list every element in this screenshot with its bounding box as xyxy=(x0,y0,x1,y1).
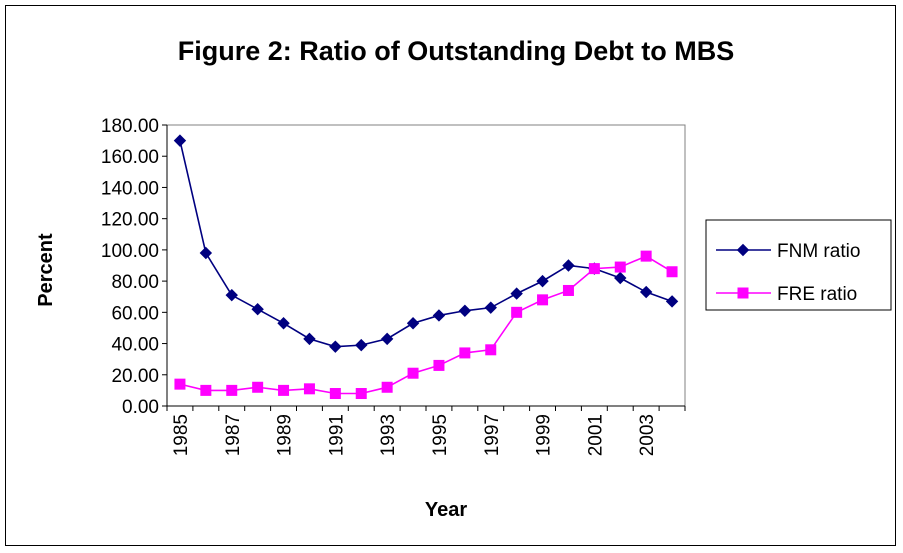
legend-marker-fre-ratio xyxy=(737,287,749,299)
data-point-fnm-ratio xyxy=(510,287,523,300)
x-tick-label: 1991 xyxy=(326,414,347,456)
x-tick-label: 1985 xyxy=(171,414,192,456)
series-fnm-ratio xyxy=(173,134,679,353)
plot-area xyxy=(166,124,686,407)
data-point-fnm-ratio xyxy=(303,332,316,346)
y-tick-label: 180.00 xyxy=(101,116,159,137)
data-point-fre-ratio xyxy=(226,384,238,396)
data-point-fnm-ratio xyxy=(484,301,497,314)
chart-title: Figure 2: Ratio of Outstanding Debt to M… xyxy=(178,36,734,66)
x-tick-label: 1999 xyxy=(534,414,555,456)
y-tick-label: 0.00 xyxy=(122,397,159,418)
data-point-fre-ratio xyxy=(278,384,290,396)
data-point-fre-ratio xyxy=(459,347,471,359)
data-point-fnm-ratio xyxy=(536,274,549,288)
data-point-fnm-ratio xyxy=(432,309,446,322)
x-tick-label: 2001 xyxy=(585,414,606,456)
data-point-fre-ratio xyxy=(666,266,678,278)
x-tick-label: 1993 xyxy=(378,414,399,456)
data-point-fnm-ratio xyxy=(251,303,264,316)
y-axis: 0.00 20.00 40.00 60.00 80.00 100.00 120.00 140.… xyxy=(101,116,168,418)
x-tick-label: 1995 xyxy=(430,414,451,456)
chart-svg: Figure 2: Ratio of Outstanding Debt to M… xyxy=(35,36,892,521)
series-fre-ratio xyxy=(174,250,678,400)
data-point-fnm-ratio xyxy=(355,338,368,352)
data-point-fnm-ratio xyxy=(380,332,394,346)
data-point-fre-ratio xyxy=(200,384,212,396)
y-axis-label: Percent xyxy=(35,233,57,307)
series-line-fre-ratio xyxy=(179,255,673,395)
y-tick-label: 60.00 xyxy=(111,303,159,324)
chart-frame: Figure 2: Ratio of Outstanding Debt to M… xyxy=(5,5,896,546)
x-tick-label: 1987 xyxy=(223,414,244,456)
series-layer xyxy=(173,134,679,400)
data-point-fre-ratio xyxy=(381,381,393,393)
data-point-fre-ratio xyxy=(355,388,367,400)
data-point-fnm-ratio xyxy=(225,288,238,302)
data-point-fnm-ratio xyxy=(562,259,575,272)
data-point-fnm-ratio xyxy=(277,317,290,330)
data-point-fre-ratio xyxy=(407,367,419,379)
y-tick-label: 120.00 xyxy=(101,210,159,231)
y-tick-label: 80.00 xyxy=(111,272,159,293)
data-point-fnm-ratio xyxy=(173,134,187,147)
data-point-fnm-ratio xyxy=(458,304,472,317)
data-point-fre-ratio xyxy=(640,250,652,262)
x-tick-label: 1989 xyxy=(275,414,296,456)
x-tick-label: 2003 xyxy=(637,414,658,456)
y-tick-label: 140.00 xyxy=(101,178,159,199)
y-tick-label: 20.00 xyxy=(111,366,159,387)
data-point-fre-ratio xyxy=(174,378,186,390)
data-point-fnm-ratio xyxy=(614,271,627,285)
data-point-fre-ratio xyxy=(562,284,574,296)
y-tick-label: 40.00 xyxy=(111,335,159,356)
legend-label-fnm-ratio: FNM ratio xyxy=(777,241,860,262)
legend-label-fre-ratio: FRE ratio xyxy=(777,284,857,305)
data-point-fre-ratio xyxy=(252,381,264,393)
legend-box xyxy=(705,219,892,311)
data-point-fre-ratio xyxy=(537,294,549,306)
data-point-fre-ratio xyxy=(485,344,497,356)
data-point-fre-ratio xyxy=(329,388,341,400)
data-point-fnm-ratio xyxy=(199,246,213,260)
x-tick-label: 1997 xyxy=(482,414,503,456)
legend: FNM ratio FRE ratio xyxy=(705,219,892,311)
y-tick-label: 100.00 xyxy=(101,241,159,262)
series-line-fnm-ratio xyxy=(179,140,673,348)
data-point-fnm-ratio xyxy=(406,317,420,330)
legend-marker-fnm-ratio xyxy=(736,243,750,257)
data-point-fnm-ratio xyxy=(665,295,679,308)
data-point-fre-ratio xyxy=(614,261,626,273)
x-axis-label: Year xyxy=(425,499,467,521)
data-point-fnm-ratio xyxy=(329,340,342,353)
data-point-fnm-ratio xyxy=(639,285,653,299)
x-axis: 1985 1987 1989 1991 1993 1995 1997 1999 2001 2003 xyxy=(166,405,686,456)
data-point-fre-ratio xyxy=(303,383,315,395)
y-tick-label: 160.00 xyxy=(101,147,159,168)
data-point-fre-ratio xyxy=(433,359,445,371)
data-point-fre-ratio xyxy=(511,306,523,318)
data-point-fre-ratio xyxy=(588,263,600,275)
